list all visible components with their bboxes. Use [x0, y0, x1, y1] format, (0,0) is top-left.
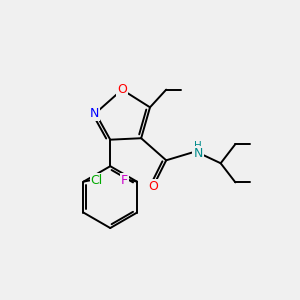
Text: O: O: [148, 180, 158, 193]
Text: N: N: [193, 147, 203, 160]
Text: O: O: [117, 83, 127, 96]
Text: Cl: Cl: [91, 174, 103, 187]
Text: H: H: [194, 141, 202, 151]
Text: F: F: [121, 174, 128, 187]
Text: N: N: [89, 107, 99, 120]
